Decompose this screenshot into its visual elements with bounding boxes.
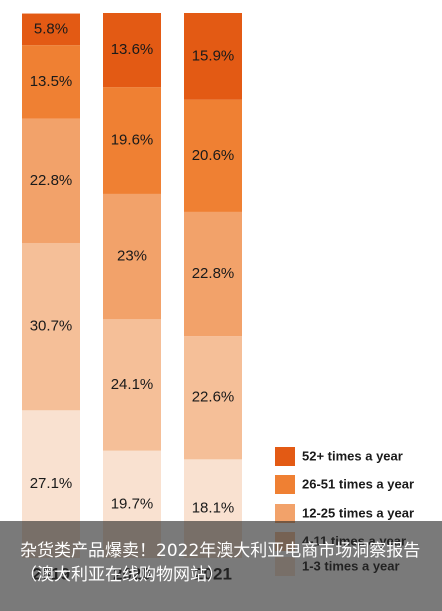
value-label: 5.8%	[34, 20, 68, 37]
bar-segment	[184, 211, 242, 337]
bar-segment	[103, 87, 161, 194]
bar-segment	[22, 118, 80, 243]
value-label: 22.8%	[30, 172, 73, 189]
value-label: 19.7%	[111, 495, 154, 512]
value-label: 22.6%	[192, 389, 235, 406]
bar-segment	[22, 242, 80, 411]
bar-segment	[184, 336, 242, 460]
bar-segment	[103, 193, 161, 320]
caption: 杂货类产品爆卖！2022年澳大利亚电商市场洞察报告（澳大利亚在线购物网站）	[0, 521, 442, 611]
bar-segment	[103, 319, 161, 451]
bar-segment	[22, 13, 80, 46]
value-label: 13.5%	[30, 73, 73, 90]
legend-label: 52+ times a year	[302, 448, 403, 463]
value-label: 20.6%	[192, 147, 235, 164]
legend-label: 12-25 times a year	[302, 505, 414, 520]
value-label: 19.6%	[111, 131, 154, 148]
value-label: 22.8%	[192, 265, 235, 282]
value-label: 23%	[117, 248, 147, 265]
value-label: 18.1%	[192, 500, 235, 517]
value-label: 30.7%	[30, 318, 73, 335]
value-label: 24.1%	[111, 376, 154, 393]
legend-swatch	[275, 504, 295, 523]
bar-segment	[22, 45, 80, 119]
legend-swatch	[275, 475, 295, 494]
bar-segment	[184, 13, 242, 100]
bar-segment	[103, 13, 161, 88]
value-label: 13.6%	[111, 41, 154, 58]
legend-swatch	[275, 447, 295, 466]
value-label: 27.1%	[30, 475, 73, 492]
bar-segment	[184, 99, 242, 212]
legend-label: 26-51 times a year	[302, 476, 414, 491]
value-label: 15.9%	[192, 47, 235, 64]
